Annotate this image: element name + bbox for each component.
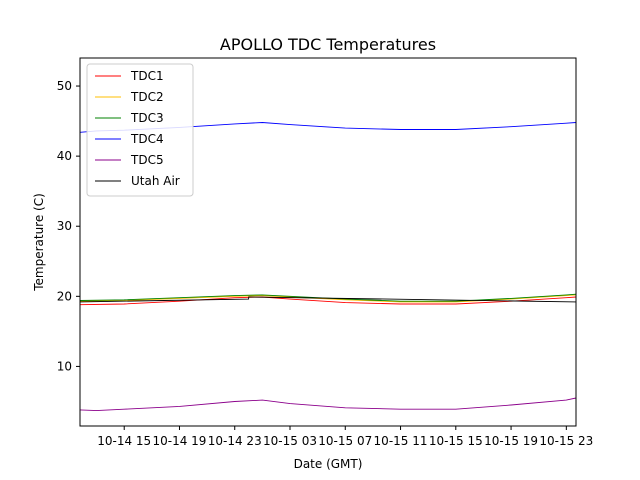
x-tick-label: 10-15 07 [318,434,372,448]
legend-label-utah-air: Utah Air [131,174,180,188]
chart-title: APOLLO TDC Temperatures [220,35,436,54]
y-tick-label: 40 [57,149,72,163]
x-tick-label: 10-14 23 [208,434,262,448]
y-tick-label: 50 [57,79,72,93]
legend-label-tdc5: TDC5 [130,153,164,167]
y-tick-label: 10 [57,359,72,373]
series-line-tdc5 [79,397,577,412]
y-tick-label: 20 [57,289,72,303]
x-axis-ticks: 10-14 15 10-14 19 10-14 23 10-15 03 10-15 07… [97,426,593,448]
x-tick-label: 10-15 23 [539,434,593,448]
y-tick-label: 30 [57,219,72,233]
y-axis-ticks: 10 20 30 40 50 [57,79,80,373]
y-axis-label: Temperature (C) [32,193,46,292]
x-tick-label: 10-15 15 [429,434,483,448]
legend: TDC1 TDC2 TDC3 TDC4 TDC5 Utah Air [86,63,194,197]
x-axis-label: Date (GMT) [294,457,363,471]
series-layer [79,122,577,412]
plot-frame [79,57,577,427]
legend-label-tdc2: TDC2 [130,90,164,104]
x-tick-label: 10-15 03 [263,434,317,448]
legend-label-tdc4: TDC4 [130,132,164,146]
x-tick-label: 10-15 19 [484,434,538,448]
x-tick-label: 10-14 19 [152,434,206,448]
x-tick-label: 10-14 15 [97,434,151,448]
series-line-utah-air [79,296,577,303]
x-tick-label: 10-15 11 [374,434,428,448]
legend-label-tdc1: TDC1 [130,69,164,83]
legend-label-tdc3: TDC3 [130,111,164,125]
